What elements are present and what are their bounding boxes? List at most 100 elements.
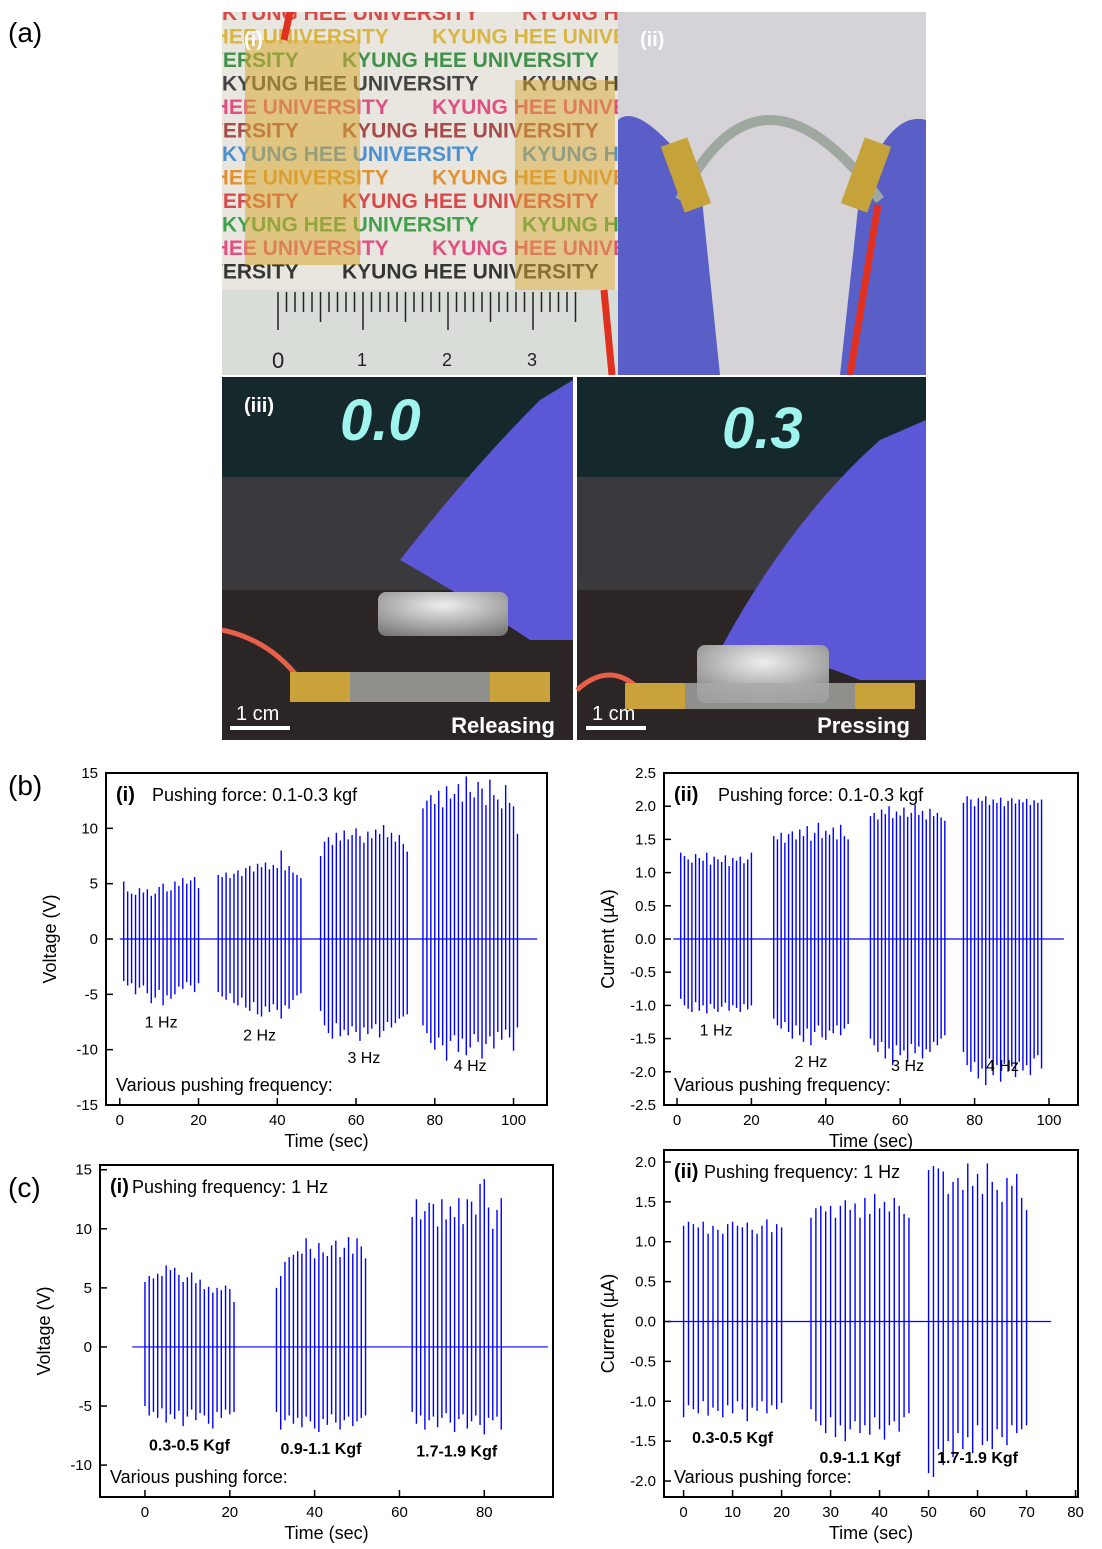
x-tick-label: 40 [817, 1112, 834, 1129]
x-tick-label: 80 [1067, 1504, 1084, 1521]
photo: 0.0 1 cm Releasing (iii) [221, 377, 573, 740]
segment-label: 4 Hz [454, 1058, 487, 1075]
tape [515, 80, 615, 290]
y-axis-title: Current (µA) [598, 1274, 618, 1373]
y-tick-label: -10 [76, 1042, 98, 1059]
chart: 0 10 20 30 40 50 60 70 80 -2.0 -1.5 -1.0 -0.5 0.0 0.5 1… [598, 1149, 1084, 1543]
y-tick-label: 15 [81, 765, 98, 782]
x-tick-label: 0 [673, 1112, 681, 1129]
segment-label: 3 Hz [891, 1058, 924, 1075]
segment-label: 0.9-1.1 Kgf [281, 1441, 363, 1458]
y-tick-label: 0.0 [635, 931, 656, 948]
ruler [222, 290, 618, 375]
figure-label: (a) [8, 17, 42, 48]
y-tick-label: 0 [90, 931, 98, 948]
x-tick-label: 70 [1018, 1504, 1035, 1521]
x-axis-title: Time (sec) [829, 1131, 913, 1151]
x-tick-label: 60 [892, 1112, 909, 1129]
y-tick-label: -1.5 [630, 1433, 656, 1450]
x-tick-label: 20 [773, 1504, 790, 1521]
photo: (ii) [618, 12, 926, 375]
y-tick-label: 10 [81, 820, 98, 837]
photo-label: (i) [244, 29, 263, 51]
x-axis-title: Time (sec) [284, 1523, 368, 1543]
panel-label: (i) [110, 1176, 129, 1198]
panel-note: Pushing frequency: 1 Hz [132, 1177, 328, 1197]
y-tick-label: 2.5 [635, 765, 656, 782]
tape [290, 672, 350, 702]
wire [846, 204, 882, 375]
x-tick-label: 100 [1036, 1112, 1061, 1129]
tape [855, 683, 915, 709]
panel-footnote: Various pushing force: [110, 1467, 288, 1487]
y-tick-label: -10 [70, 1457, 92, 1474]
y-tick-label: -1.0 [630, 1393, 656, 1410]
segment-label: 3 Hz [347, 1050, 380, 1067]
x-tick-label: 80 [426, 1112, 443, 1129]
y-tick-label: 5 [90, 876, 98, 893]
y-axis-title: Current (µA) [598, 889, 618, 988]
x-tick-label: 40 [306, 1504, 323, 1521]
panel-label: (i) [116, 784, 135, 806]
tape [490, 672, 550, 702]
x-axis-title: Time (sec) [284, 1131, 368, 1151]
ruler-label: 1 [357, 350, 367, 370]
background-text: KYUNG HEE UNIVERSITY [342, 49, 599, 72]
y-tick-label: -5 [85, 986, 98, 1003]
photo: KYUNG HEE UNIVERSITY KYUNG HEE UNIVERSITY… [222, 2, 779, 375]
plot-frame [99, 1164, 554, 1498]
x-tick-label: 0 [679, 1504, 687, 1521]
x-tick-label: 20 [743, 1112, 760, 1129]
y-tick-label: -0.5 [630, 1353, 656, 1370]
y-tick-label: -2.0 [630, 1064, 656, 1081]
tape [625, 683, 685, 709]
caption: Pressing [817, 713, 910, 738]
panel-note: Pushing force: 0.1-0.3 kgf [152, 785, 358, 805]
tape [840, 137, 892, 213]
y-tick-label: -5 [79, 1398, 92, 1415]
plot-frame [663, 1149, 1079, 1498]
x-tick-label: 80 [476, 1504, 493, 1521]
segment-label: 1.7-1.9 Kgf [937, 1450, 1019, 1467]
y-tick-label: -2.0 [630, 1473, 656, 1490]
x-tick-label: 50 [920, 1504, 937, 1521]
x-tick-label: 100 [501, 1112, 526, 1129]
chart: 0 20 40 60 80 100 -2.5 -2.0 -1.5 -1.0 -0.5 0.0 0.5 1.… [598, 765, 1079, 1151]
x-tick-label: 40 [269, 1112, 286, 1129]
segment-label: 1.7-1.9 Kgf [416, 1443, 498, 1460]
y-axis-title: Voltage (V) [40, 894, 60, 983]
x-tick-label: 20 [190, 1112, 207, 1129]
wire [280, 12, 294, 41]
scale-label: 1 cm [592, 703, 635, 725]
device [675, 115, 884, 204]
figure-label: (b) [8, 770, 42, 801]
photo-label: (iii) [244, 395, 274, 417]
glove [400, 380, 573, 640]
photo-label: (ii) [640, 29, 664, 51]
x-tick-label: 0 [116, 1112, 124, 1129]
segment-label: 0.3-0.5 Kgf [692, 1430, 774, 1447]
y-tick-label: 0.5 [635, 898, 656, 915]
background-text: KYUNG HEE UNIVERSITY [222, 2, 479, 25]
wire [600, 289, 616, 375]
display-value: 0.0 [340, 388, 421, 453]
x-tick-label: 60 [969, 1504, 986, 1521]
y-tick-label: 2.0 [635, 1154, 656, 1171]
photo: 0.3 1 cm Pressing [575, 377, 926, 740]
load-cell [378, 592, 508, 636]
panel-label: (ii) [674, 784, 698, 806]
segment-label: 2 Hz [794, 1054, 827, 1071]
y-tick-label: 1.5 [635, 831, 656, 848]
y-tick-label: 2.0 [635, 798, 656, 815]
ruler-label: 0 [272, 348, 284, 373]
x-tick-label: 60 [391, 1504, 408, 1521]
y-tick-label: -1.0 [630, 997, 656, 1014]
segment-label: 1 Hz [145, 1014, 178, 1031]
chart: 0 20 40 60 80 100 -15 -10 -5 0 5 10 15 Time (sec) Volt… [40, 765, 548, 1151]
tape [245, 40, 360, 265]
background-text: KYUNG HEE UNIVERSITY [522, 2, 779, 25]
y-tick-label: -0.5 [630, 964, 656, 981]
x-tick-label: 60 [348, 1112, 365, 1129]
